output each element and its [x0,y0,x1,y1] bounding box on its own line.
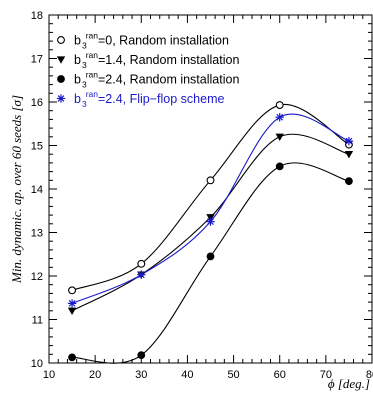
legend-subscript: 3 [82,60,87,70]
asterisk-stroke [137,271,145,279]
y-tick-label: 14 [31,184,43,196]
y-tick-label: 18 [31,10,43,22]
y-tick-label: 11 [32,315,43,327]
legend-marker-1 [56,56,66,64]
legend-entry-3: b3ran=2.4, Flip−flop scheme [74,89,224,109]
x-axis-label: ϕ [deg.] [328,376,370,391]
x-tick-label: 10 [43,369,55,381]
asterisk-stroke [207,218,214,226]
tick-labels: 10 20 30 40 50 60 70 80 10 11 12 13 14 15 16 17 18 [31,10,373,381]
y-tick-label: 12 [31,271,43,283]
x-tick-label: 60 [274,369,286,381]
asterisk-stroke [57,95,65,102]
legend-superscript: ran [86,70,99,80]
data-point-s3-3 [275,113,284,122]
data-point-s1-0 [67,307,77,315]
legend-text: =2.4, Random installation [98,73,239,87]
y-tick-label: 17 [31,54,43,66]
y-tick-label: 10 [31,358,43,370]
data-point-s2-0 [68,353,76,362]
legend-entry-1: b3ran=1.4, Random installation [74,50,239,70]
curves [71,103,350,364]
legend-superscript: ran [86,89,99,99]
legend-subscript: 3 [82,80,87,90]
legend-text: =0, Random installation [98,34,229,48]
legend-superscript: ran [86,31,99,41]
data-point-s2-1 [137,351,146,360]
plot-frame [48,14,373,364]
legend-text: =1.4, Random installation [98,53,239,67]
legend-symbol: b [74,53,81,67]
data-point-s3-4 [344,136,354,146]
x-tick-label: 50 [227,369,239,381]
data-point-s3-0 [67,299,77,308]
x-tick-label: 30 [135,369,147,381]
data-point-s0-1 [137,259,146,268]
y-axis-label: Min. dynamic. ap. over 60 seeds [σ] [9,95,24,284]
legend-superscript: ran [86,50,99,60]
data-point-s1-4 [344,151,354,159]
legend-marker-2 [57,75,65,83]
x-tick-label: 80 [366,369,373,381]
legend-marker-0 [57,36,65,44]
series-curve-2 [72,162,350,364]
data-point-s0-0 [68,286,77,295]
data-point-s0-2 [206,176,215,185]
data-point-s1-3 [275,133,284,141]
legend-symbol: b [74,92,81,106]
y-tick-label: 15 [31,141,43,153]
x-tick-label: 70 [320,369,332,381]
data-point-s3-2 [206,217,215,226]
legend-subscript: 3 [82,99,87,109]
asterisk-stroke [345,137,353,145]
data-point-s3-1 [137,270,146,279]
asterisk-stroke [276,113,284,121]
ticks [48,14,373,364]
legend-symbol: b [74,73,81,87]
legend-text: =2.4, Flip−flop scheme [98,92,225,106]
x-tick-label: 20 [89,369,101,381]
y-tick-label: 13 [31,228,43,240]
data-point-s0-3 [275,101,284,109]
data-point-s2-2 [206,252,215,261]
series-curve-0 [71,103,350,291]
markers [67,101,354,362]
series-curve-3 [71,113,350,304]
legend-entry-0: b3ran=0, Random installation [74,31,229,51]
legend-subscript: 3 [82,41,87,51]
legend-entry-2: b3ran=2.4, Random installation [74,70,239,90]
legend-marker-3 [56,94,66,103]
x-tick-label: 40 [181,369,193,381]
y-tick-label: 16 [31,97,43,109]
legend-symbol: b [74,34,81,48]
data-point-s2-4 [345,177,353,186]
asterisk-stroke [68,300,76,307]
data-point-s2-3 [275,162,284,171]
